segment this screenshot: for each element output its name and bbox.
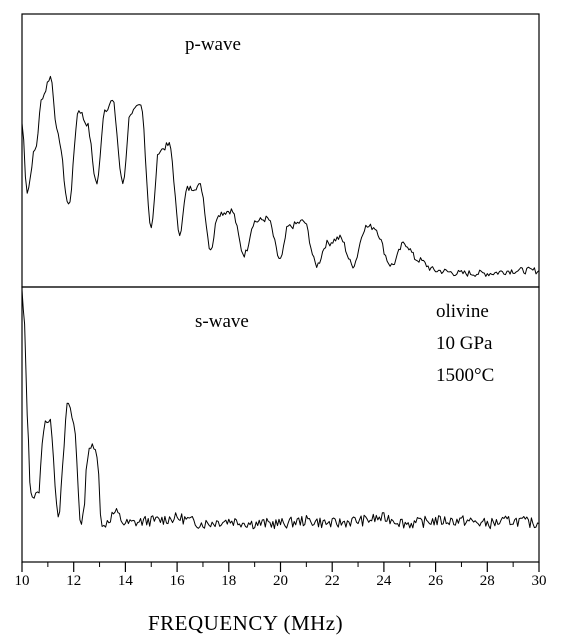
x-tick-label: 16 bbox=[170, 573, 186, 589]
x-axis-ticks: 10 12 14 16 18 20 22 24 26 28 30 bbox=[15, 562, 547, 589]
x-tick-label: 22 bbox=[325, 573, 340, 589]
x-tick-label: 18 bbox=[221, 573, 236, 589]
top-panel-frame bbox=[21, 13, 540, 288]
x-tick-label: 10 bbox=[15, 573, 30, 589]
x-tick-label: 14 bbox=[118, 573, 134, 589]
s-wave-trace bbox=[21, 289, 540, 530]
p-wave-label: p-wave bbox=[185, 34, 241, 55]
annotation-temperature: 1500°C bbox=[436, 365, 494, 386]
bottom-panel-frame bbox=[21, 286, 540, 563]
annotation-material: olivine bbox=[436, 301, 489, 322]
x-tick-label: 20 bbox=[273, 573, 288, 589]
p-wave-trace bbox=[21, 75, 540, 277]
x-tick-label: 28 bbox=[480, 573, 495, 589]
x-tick-label: 12 bbox=[66, 573, 81, 589]
x-axis-title: FREQUENCY (MHz) bbox=[148, 611, 343, 635]
annotation-pressure: 10 GPa bbox=[436, 333, 493, 354]
x-tick-label: 26 bbox=[428, 573, 444, 589]
s-wave-label: s-wave bbox=[195, 311, 249, 332]
x-tick-label: 24 bbox=[376, 573, 392, 589]
x-tick-label: 30 bbox=[532, 573, 547, 589]
